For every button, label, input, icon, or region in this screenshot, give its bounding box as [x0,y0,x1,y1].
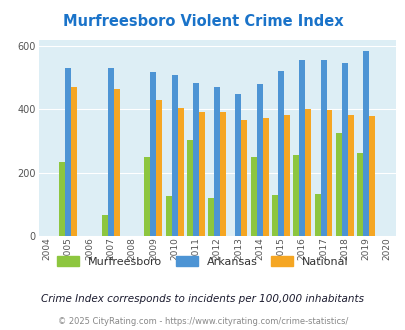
Bar [102,215,108,236]
Bar [113,89,119,236]
Bar [250,157,256,236]
Bar [305,109,311,236]
Text: Crime Index corresponds to incidents per 100,000 inhabitants: Crime Index corresponds to incidents per… [41,294,364,304]
Bar [208,198,214,236]
Bar [177,108,183,236]
Bar [262,117,268,236]
Bar [368,116,374,236]
Text: © 2025 CityRating.com - https://www.cityrating.com/crime-statistics/: © 2025 CityRating.com - https://www.city… [58,317,347,326]
Bar [198,113,205,236]
Bar [326,110,332,236]
Bar [171,75,177,236]
Bar [144,157,150,236]
Bar [347,115,353,236]
Bar [108,68,113,236]
Bar [335,133,341,236]
Bar [256,84,262,236]
Bar [298,60,305,236]
Bar [156,100,162,236]
Bar [241,120,247,236]
Bar [187,140,192,236]
Bar [59,161,65,236]
Bar [283,115,289,236]
Legend: Murfreesboro, Arkansas, National: Murfreesboro, Arkansas, National [57,255,348,267]
Bar [192,83,198,236]
Bar [150,72,156,236]
Bar [314,194,320,236]
Bar [165,196,171,236]
Bar [277,71,283,236]
Bar [356,153,362,236]
Bar [320,60,326,236]
Bar [362,51,368,236]
Bar [235,94,241,236]
Bar [220,113,226,236]
Bar [341,63,347,236]
Bar [293,154,298,236]
Bar [71,87,77,236]
Text: Murfreesboro Violent Crime Index: Murfreesboro Violent Crime Index [62,14,343,29]
Bar [271,195,277,236]
Bar [65,68,71,236]
Bar [214,87,220,236]
